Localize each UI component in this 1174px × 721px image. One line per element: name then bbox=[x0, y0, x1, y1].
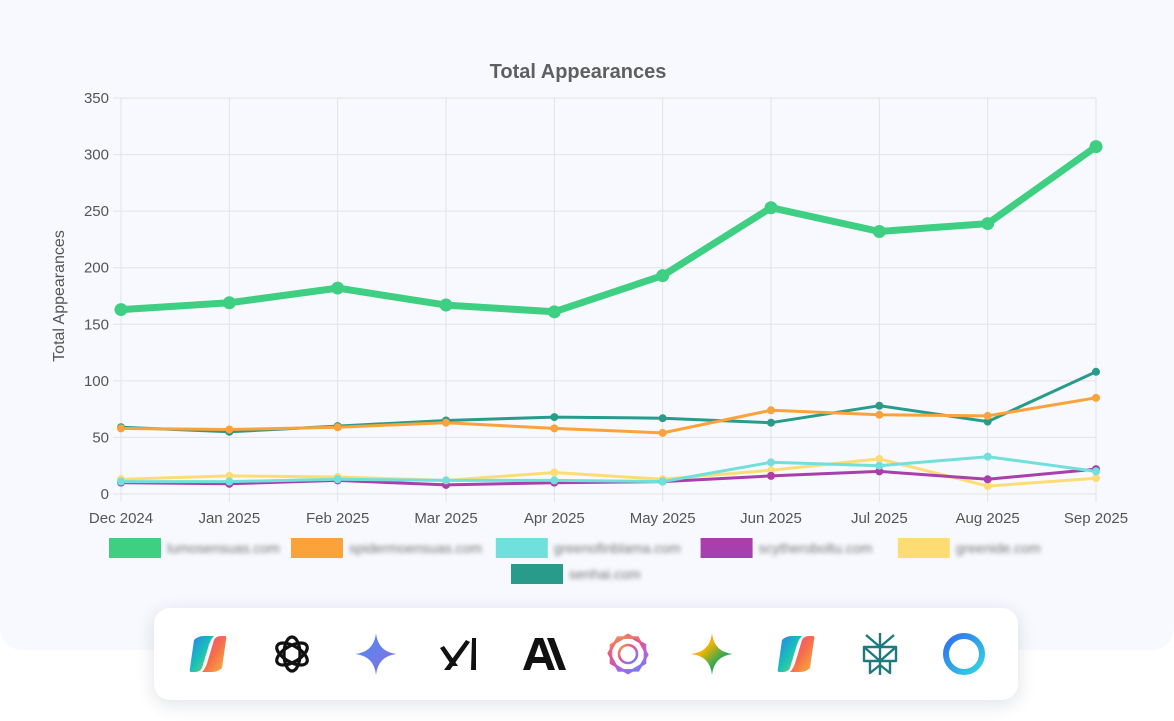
x-tick-label: Feb 2025 bbox=[306, 510, 369, 527]
data-point[interactable] bbox=[983, 411, 992, 420]
y-tick-label: 0 bbox=[101, 486, 109, 503]
copilot-icon-2[interactable] bbox=[772, 630, 820, 678]
data-point[interactable] bbox=[547, 305, 561, 319]
y-tick-label: 350 bbox=[84, 90, 109, 107]
legend-label-0[interactable]: lumosensuas.com bbox=[167, 540, 280, 556]
legend-label-1[interactable]: spidermoensuas.com bbox=[349, 540, 482, 556]
data-point[interactable] bbox=[1089, 140, 1103, 154]
data-point[interactable] bbox=[767, 418, 775, 427]
data-point[interactable] bbox=[658, 428, 667, 437]
data-point[interactable] bbox=[225, 471, 234, 480]
data-point[interactable] bbox=[875, 467, 884, 476]
grok-xai-icon[interactable] bbox=[436, 630, 484, 678]
data-point[interactable] bbox=[872, 225, 886, 239]
series-line-0 bbox=[117, 143, 1100, 316]
x-tick-label: Sep 2025 bbox=[1064, 510, 1128, 527]
data-point[interactable] bbox=[658, 414, 667, 423]
data-point[interactable] bbox=[1092, 393, 1100, 402]
data-point[interactable] bbox=[550, 476, 559, 485]
copilot-icon[interactable] bbox=[184, 630, 232, 678]
data-point[interactable] bbox=[983, 482, 992, 491]
x-tick-label: May 2025 bbox=[630, 510, 696, 527]
data-point[interactable] bbox=[1092, 467, 1100, 476]
line-chart: Total Appearances Total Appearances 0 50 1… bbox=[51, 61, 1128, 584]
x-tick-label: Dec 2024 bbox=[89, 510, 153, 527]
data-point[interactable] bbox=[550, 468, 559, 477]
series-line-2 bbox=[119, 455, 1098, 484]
data-point[interactable] bbox=[875, 454, 884, 463]
ring-assistant-icon[interactable] bbox=[940, 630, 988, 678]
data-point[interactable] bbox=[333, 423, 342, 432]
data-point[interactable] bbox=[442, 476, 450, 485]
y-tick-label: 300 bbox=[84, 147, 109, 164]
data-point[interactable] bbox=[550, 413, 559, 422]
y-tick-label: 50 bbox=[92, 429, 109, 446]
y-axis-label: Total Appearances bbox=[51, 230, 68, 362]
x-tick-label: Jan 2025 bbox=[198, 510, 260, 527]
legend-swatch-2[interactable] bbox=[495, 538, 548, 558]
perplexity-icon[interactable] bbox=[856, 630, 904, 678]
data-point[interactable] bbox=[875, 410, 884, 419]
legend-label-3[interactable]: scytheroboltu.com bbox=[759, 540, 873, 556]
series-line-4 bbox=[119, 457, 1098, 488]
y-tick-label: 250 bbox=[84, 203, 109, 220]
x-tick-label: Apr 2025 bbox=[524, 510, 585, 527]
legend-label-5[interactable]: senhai.com bbox=[569, 566, 641, 582]
chatgpt-icon[interactable] bbox=[268, 630, 316, 678]
anthropic-icon[interactable] bbox=[520, 630, 568, 678]
gemini-color-sparkle-icon[interactable] bbox=[688, 630, 736, 678]
x-tick-label: Mar 2025 bbox=[414, 510, 477, 527]
y-tick-label: 200 bbox=[84, 260, 109, 277]
legend-swatch-0[interactable] bbox=[109, 538, 161, 558]
data-point[interactable] bbox=[658, 477, 667, 486]
x-tick-label: Jul 2025 bbox=[851, 510, 908, 527]
data-point[interactable] bbox=[117, 424, 125, 433]
data-point[interactable] bbox=[550, 424, 559, 433]
data-point[interactable] bbox=[764, 201, 778, 215]
data-point[interactable] bbox=[767, 466, 775, 475]
x-tick-label: Jun 2025 bbox=[740, 510, 802, 527]
data-point[interactable] bbox=[983, 417, 992, 426]
data-point[interactable] bbox=[331, 281, 345, 295]
chart-title: Total Appearances bbox=[490, 61, 667, 83]
data-point[interactable] bbox=[222, 296, 236, 310]
ai-model-icon-tray bbox=[154, 608, 1018, 700]
data-point[interactable] bbox=[333, 475, 342, 484]
data-point[interactable] bbox=[767, 406, 775, 415]
data-point[interactable] bbox=[117, 477, 125, 486]
data-point[interactable] bbox=[1092, 367, 1100, 376]
data-point[interactable] bbox=[225, 477, 234, 486]
legend-label-2[interactable]: greenofinblama.com bbox=[554, 540, 681, 556]
y-tick-label: 150 bbox=[84, 316, 109, 333]
meta-ai-icon[interactable] bbox=[604, 630, 652, 678]
data-point[interactable] bbox=[981, 217, 995, 231]
legend-swatch-4[interactable] bbox=[897, 538, 950, 558]
y-tick-label: 100 bbox=[84, 373, 109, 390]
data-point[interactable] bbox=[983, 475, 992, 484]
data-point[interactable] bbox=[1092, 474, 1100, 483]
data-point[interactable] bbox=[983, 452, 992, 461]
legend-label-4[interactable]: greenide.com bbox=[956, 540, 1041, 556]
series-line-1 bbox=[119, 396, 1098, 435]
data-point[interactable] bbox=[767, 458, 775, 467]
data-point[interactable] bbox=[875, 461, 884, 470]
x-tick-label: Aug 2025 bbox=[956, 510, 1020, 527]
chart-card bbox=[0, 0, 1174, 650]
data-point[interactable] bbox=[656, 269, 670, 283]
legend-swatch-1[interactable] bbox=[291, 538, 343, 558]
data-point[interactable] bbox=[875, 401, 884, 410]
data-point[interactable] bbox=[225, 425, 234, 434]
gemini-sparkle-icon[interactable] bbox=[352, 630, 400, 678]
data-point[interactable] bbox=[114, 303, 128, 317]
legend-swatch-5[interactable] bbox=[511, 564, 563, 584]
legend-swatch-3[interactable] bbox=[700, 538, 753, 558]
data-point[interactable] bbox=[439, 298, 453, 312]
data-point[interactable] bbox=[442, 418, 450, 427]
data-point[interactable] bbox=[767, 471, 775, 480]
